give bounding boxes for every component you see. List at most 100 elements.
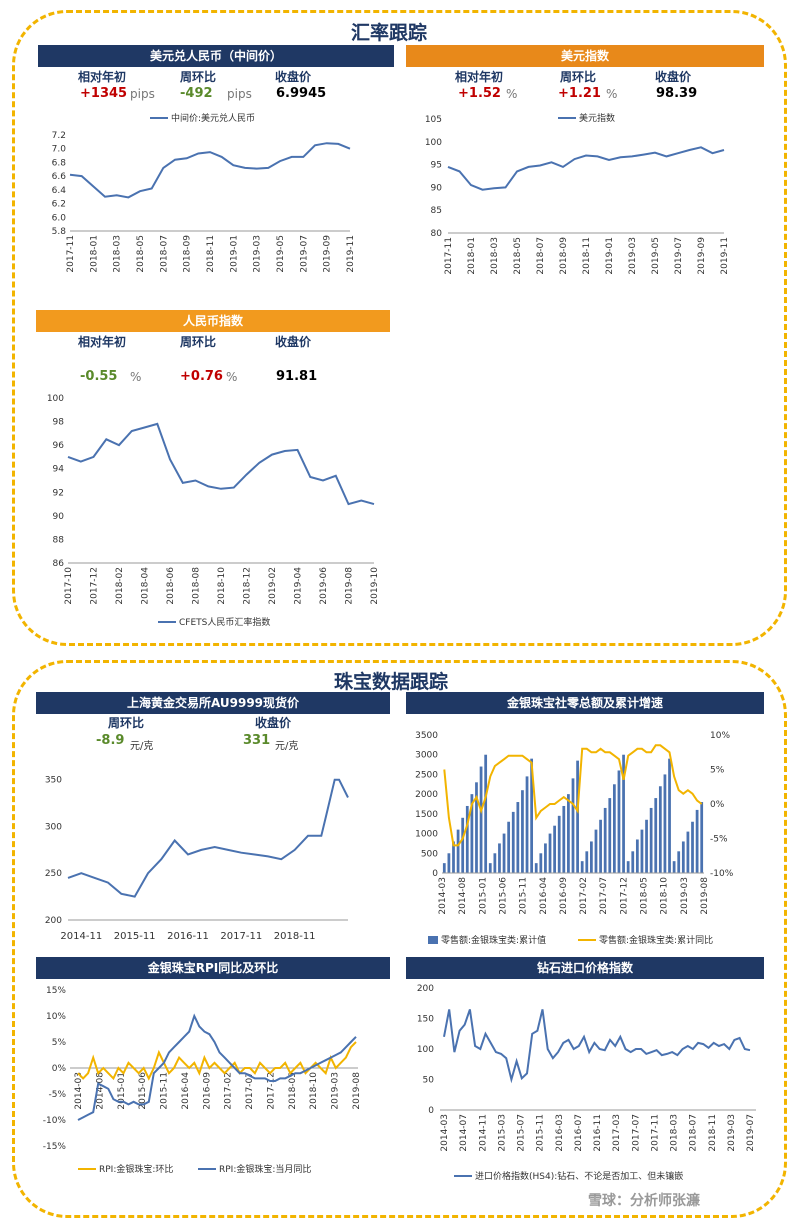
usdcny-xtick-9: 2019-05 (276, 235, 286, 273)
cfets-wow-value: +0.76 (180, 369, 223, 384)
retail-bar-37 (612, 784, 616, 873)
retail-bar-45 (649, 807, 653, 873)
retail-bar-29 (576, 760, 579, 873)
rpi-xtick-3: 2015-06 (138, 1072, 148, 1110)
usdcny-wow-value: -492 (180, 86, 213, 101)
cfets-ytd-label: 相对年初 (78, 335, 127, 349)
rpi-xtick-8: 2017-07 (245, 1072, 255, 1110)
retail-bar-54 (691, 821, 694, 873)
usdcny-ytick-2: 6.2 (52, 200, 66, 210)
retail-bar-32 (590, 841, 593, 873)
dxy-xtick-6: 2018-11 (582, 237, 592, 275)
rpi-ytick-2: -5% (48, 1090, 66, 1100)
rpi-ytick-3: 0% (52, 1064, 67, 1074)
dxy-ytick-2: 90 (431, 183, 443, 193)
dxy-close-label: 收盘价 (655, 70, 692, 84)
retail-xtick-3: 2015-06 (498, 877, 508, 915)
diamond-xtick-9: 2017-03 (612, 1114, 622, 1152)
retail-bar-48 (663, 774, 667, 873)
dxy-chart: 美元指数 80 85 90 95 100 105 2017-11 2018-01 2018-03 2… (425, 112, 730, 275)
retail-xtick-8: 2017-07 (599, 877, 609, 915)
cfets-wow-label: 周环比 (180, 335, 217, 349)
cfets-legend-text: CFETS人民币汇率指数 (179, 616, 270, 628)
cfets-xtick-1: 2017-12 (90, 567, 100, 605)
cfets-xtick-2: 2018-02 (115, 567, 125, 605)
retail-xtick-11: 2018-10 (660, 877, 670, 915)
retail-bar-16 (516, 802, 520, 873)
cfets-ytick-5: 96 (53, 441, 65, 451)
usdcny-ytick-6: 7.0 (52, 145, 67, 155)
retail-bar-49 (668, 758, 671, 873)
retail-legend-line-text: 零售额:金银珠宝类:累计同比 (599, 934, 713, 946)
cfets-ytick-4: 94 (53, 465, 65, 475)
retail-ytick-left-1: 500 (421, 849, 438, 859)
retail-growth-line (443, 744, 703, 847)
dxy-xtick-10: 2019-07 (674, 237, 684, 275)
retail-bar-34 (599, 819, 602, 873)
retail-bar-50 (672, 861, 676, 873)
retail-ytick-left-3: 1500 (415, 810, 438, 820)
retail-ytick-right-3: 5% (710, 766, 725, 776)
dxy-xtick-4: 2018-07 (536, 237, 546, 275)
retail-bar-2 (452, 841, 455, 873)
diamond-ytick-4: 200 (417, 984, 434, 994)
retail-bar-17 (521, 790, 524, 873)
dxy-ytick-4: 100 (425, 138, 442, 148)
cfets-wow-unit: % (226, 370, 238, 384)
usdcny-ytd-unit: pips (130, 87, 155, 101)
diamond-ytick-3: 150 (417, 1015, 434, 1025)
dxy-xtick-5: 2018-09 (559, 237, 569, 275)
cfets-ytd-unit: % (130, 370, 142, 384)
diamond-xtick-10: 2017-07 (631, 1114, 641, 1152)
usdcny-xtick-7: 2019-01 (229, 235, 239, 273)
rpi-ytick-4: 5% (52, 1038, 67, 1048)
usdcny-ytick-1: 6.0 (52, 213, 67, 223)
usdcny-header: 美元兑人民币（中间价） (38, 45, 394, 67)
retail-ytick-right-4: 10% (710, 731, 730, 741)
cfets-xtick-12: 2019-10 (370, 567, 380, 605)
rpi-xtick-1: 2014-08 (95, 1072, 105, 1110)
gold-wow-label: 周环比 (108, 716, 145, 730)
rpi-xtick-2: 2015-01 (117, 1072, 127, 1110)
retail-ytick-left-5: 2500 (415, 770, 438, 780)
dxy-wow-unit: % (606, 87, 618, 101)
cfets-xtick-9: 2019-04 (294, 567, 304, 605)
retail-xtick-2: 2015-01 (478, 877, 488, 915)
gold-xtick-2: 2016-11 (167, 931, 209, 942)
retail-bar-30 (580, 861, 584, 873)
retail-bar-43 (640, 829, 644, 873)
usdcny-xtick-12: 2019-11 (346, 235, 356, 273)
retail-chart: 0 500 1000 1500 2000 2500 3000 3500 -10% -5% 0% 5% 1… (415, 731, 734, 946)
dxy-series-line (447, 146, 725, 191)
rpi-xtick-7: 2017-02 (224, 1072, 234, 1110)
cfets-ytick-6: 98 (53, 418, 65, 428)
rpi-xtick-13: 2019-08 (352, 1072, 362, 1110)
gold-xtick-0: 2014-11 (60, 931, 102, 942)
diamond-xtick-6: 2016-03 (555, 1114, 565, 1152)
cfets-ytick-3: 92 (53, 488, 64, 498)
diamond-series-line (443, 1009, 751, 1084)
cfets-close-value: 91.81 (276, 369, 318, 384)
dxy-ytick-0: 80 (431, 229, 443, 239)
rpi-ytick-6: 15% (46, 986, 66, 996)
gold-ytick-2: 300 (45, 822, 62, 832)
retail-bar-18 (525, 776, 529, 873)
dxy-ytd-unit: % (506, 87, 518, 101)
retail-xtick-9: 2017-12 (619, 877, 629, 915)
cfets-ytick-7: 100 (47, 394, 64, 404)
rpi-xtick-10: 2018-05 (288, 1072, 298, 1110)
retail-bar-39 (622, 754, 625, 873)
retail-bar-14 (507, 821, 511, 873)
dxy-ytick-1: 85 (431, 206, 442, 216)
diamond-xtick-2: 2014-11 (478, 1114, 488, 1152)
usdcny-xtick-4: 2018-07 (159, 235, 169, 273)
retail-bar-21 (539, 853, 543, 873)
usdcny-xtick-5: 2018-09 (183, 235, 193, 273)
retail-bar-20 (534, 863, 538, 873)
cfets-header: 人民币指数 (36, 310, 390, 332)
dxy-xtick-8: 2019-03 (628, 237, 638, 275)
dxy-header: 美元指数 (406, 45, 764, 67)
retail-xtick-6: 2016-09 (559, 877, 569, 915)
retail-bar-40 (626, 861, 630, 873)
usdcny-ytd-value: +1345 (80, 86, 128, 101)
